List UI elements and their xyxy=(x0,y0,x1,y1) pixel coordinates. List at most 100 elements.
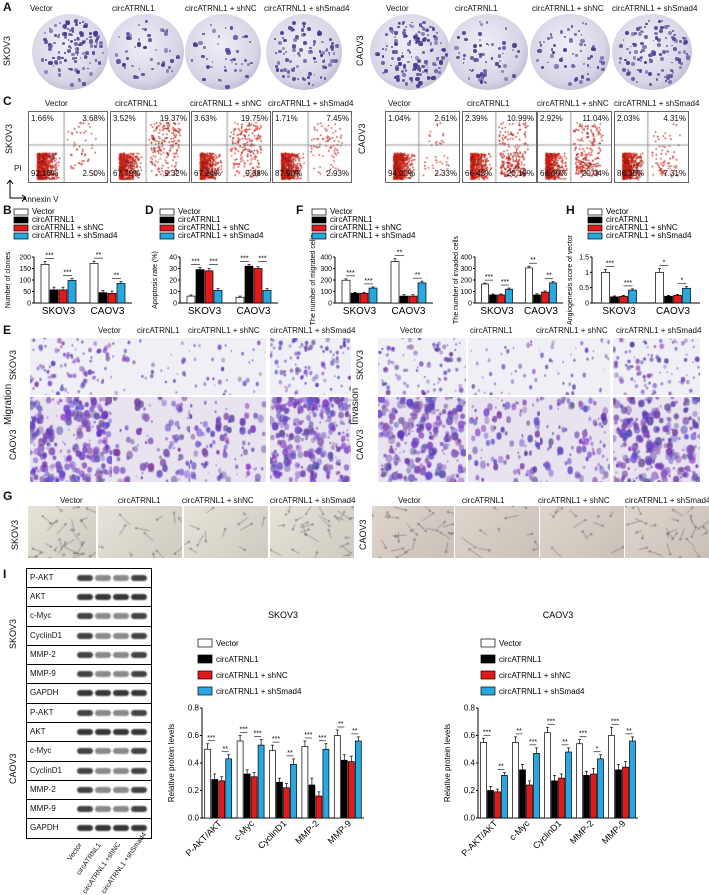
category-label: CyclinD1 xyxy=(531,818,564,851)
blot-band xyxy=(95,710,111,716)
blot-band xyxy=(113,748,129,755)
category-label: CyclinD1 xyxy=(256,818,289,851)
blot-band xyxy=(77,748,93,755)
tube-group-label: circATRNL1 xyxy=(118,496,161,505)
quadrant-percent: 7.31% xyxy=(663,169,686,178)
sig-label: ** xyxy=(530,257,536,264)
y-tick-label: 0.6 xyxy=(188,731,200,740)
bar xyxy=(350,292,360,304)
tube-row-label: CAOV3 xyxy=(358,519,368,550)
legend-swatch xyxy=(480,686,496,696)
colony-plate-image xyxy=(185,14,261,90)
y-tick-label: 400 xyxy=(320,255,332,262)
legend-label: Vector xyxy=(178,207,201,216)
transwell-group-label: circATRNL1 + shNC xyxy=(188,326,260,335)
blot-band xyxy=(95,690,111,697)
blot-band xyxy=(113,651,129,658)
y-tick-label: 300 xyxy=(460,266,472,273)
legend-label: circATRNL1 xyxy=(178,215,221,224)
bar xyxy=(501,775,508,819)
blot-band xyxy=(77,575,93,581)
y-tick-label: 50 xyxy=(23,289,31,296)
category-label: SKOV3 xyxy=(188,306,222,317)
bar xyxy=(354,740,362,819)
transwell-group-label: circATRNL1 xyxy=(137,326,180,335)
blot-band xyxy=(95,767,111,774)
legend-swatch xyxy=(587,224,603,232)
y-tick-label: 0 xyxy=(328,301,332,308)
category-label: MMP-9 xyxy=(326,818,354,846)
bar xyxy=(283,787,290,819)
blot-band xyxy=(95,594,111,601)
y-tick-label: 0.6 xyxy=(464,731,476,740)
tube-image xyxy=(98,506,182,558)
blot-band xyxy=(131,786,147,793)
y-tick-label: 0.2 xyxy=(188,786,200,795)
blot-band xyxy=(113,806,129,812)
flow-plot: 1.04% 2.61% 94.02% 2.33% xyxy=(385,111,460,183)
sig-label: ** xyxy=(352,728,358,735)
bar xyxy=(629,740,636,819)
tube-group-label: circATRNL1 + shSmad4 xyxy=(625,496,709,505)
quadrant-percent: 2.39% xyxy=(465,114,488,123)
bar xyxy=(565,751,572,819)
sig-label: *** xyxy=(240,255,248,262)
bar xyxy=(213,289,223,304)
bar xyxy=(49,289,59,304)
flow-group-label: circATRNL1 + shSmad4 xyxy=(614,99,700,108)
y-tick-label: 200 xyxy=(460,278,472,285)
quadrant-percent: 1.04% xyxy=(388,114,411,123)
bar xyxy=(290,764,297,819)
transwell-image xyxy=(378,338,466,395)
bar xyxy=(243,773,251,819)
quadrant-percent: 3.63% xyxy=(194,114,217,123)
blot-band xyxy=(95,806,111,812)
transwell-section-label: Invasion xyxy=(350,387,361,425)
y-axis-label: Relative protein levels xyxy=(443,724,452,802)
bar xyxy=(480,742,487,819)
blot-band xyxy=(95,632,111,639)
quadrant-percent: 19.37% xyxy=(159,114,187,123)
transwell-image xyxy=(30,397,113,482)
sig-label: ** xyxy=(397,250,403,257)
quadrant-percent: 19.75% xyxy=(240,114,268,123)
transwell-image xyxy=(468,397,540,482)
y-tick-label: 0 xyxy=(27,301,31,308)
blot-band xyxy=(131,710,147,716)
tube-group-label: circATRNL1 + shSmad4 xyxy=(270,496,356,505)
blot-band xyxy=(113,671,129,677)
sig-label: *** xyxy=(579,731,587,738)
panel-label-c: C xyxy=(3,94,12,108)
quadrant-percent: 2.33% xyxy=(434,169,457,178)
transwell-image xyxy=(112,338,192,395)
transwell-group-label: circATRNL1 xyxy=(470,326,513,335)
category-label: MMP-2 xyxy=(293,818,321,846)
blot-band xyxy=(77,825,93,832)
flow-plot: 3.52% 19.37% 67.79% 9.32% xyxy=(110,111,190,183)
legend-swatch xyxy=(587,208,603,216)
bar xyxy=(107,292,117,304)
chart-B: 0 50 100 150 200 Number of clonies *** *** SKOV3… xyxy=(5,207,132,317)
flow-group-label: circATRNL1 + shNC xyxy=(190,99,262,108)
tube-image xyxy=(270,506,354,558)
legend-swatch xyxy=(480,638,496,648)
bar xyxy=(225,758,233,819)
colony-plate-image xyxy=(266,14,342,90)
bar xyxy=(368,287,378,304)
bar xyxy=(116,283,126,304)
sig-label: *** xyxy=(207,735,215,742)
blot-band xyxy=(77,786,93,793)
bar xyxy=(58,289,68,304)
transwell-image xyxy=(540,338,610,395)
category-label: SKOV3 xyxy=(42,306,76,317)
transwell-section-label: Migration xyxy=(3,383,14,425)
blot-protein-label: P-AKT xyxy=(30,573,54,582)
bar xyxy=(276,781,283,819)
blot-protein-label: MMP-9 xyxy=(30,804,56,813)
transwell-image xyxy=(468,338,540,395)
blot-band xyxy=(131,729,147,736)
colony-group-label: circATRNL1 xyxy=(455,4,498,13)
transwell-group-label: circATRNL1 + shSmad4 xyxy=(616,326,702,335)
bar xyxy=(526,784,533,819)
sig-label: *** xyxy=(63,270,71,277)
